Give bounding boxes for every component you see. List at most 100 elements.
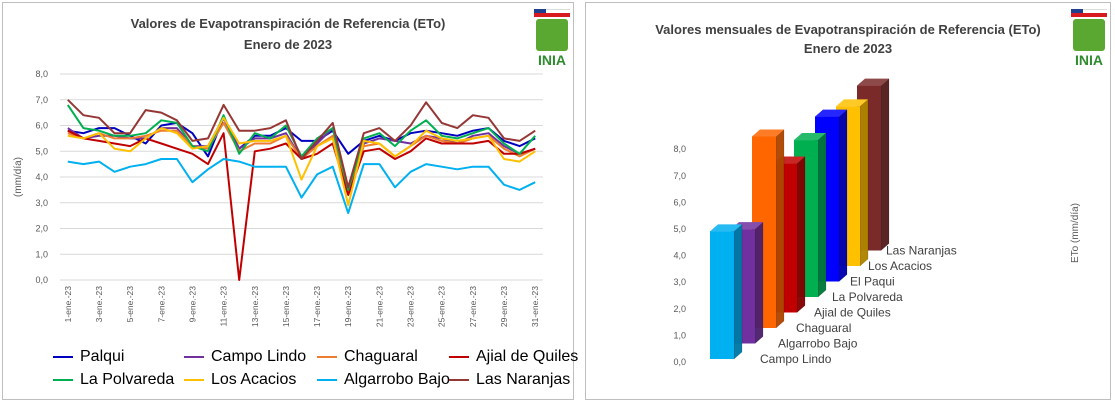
bar-side-shade xyxy=(860,99,868,267)
y-tick-label: 1,0 xyxy=(673,330,686,340)
y-tick-label: 3,0 xyxy=(673,277,686,287)
y-tick-label: 0,0 xyxy=(35,275,48,285)
bar-chart: 0,0 1,0 2,0 3,0 4,0 5,0 6,0 7,0 8,0 ETo (mm/día) C… xyxy=(673,78,1081,367)
x-tick-label: 3-ene.-23 xyxy=(94,286,104,323)
legend-label: Algarrobo Bajo xyxy=(344,371,450,388)
legend-label: Los Acacios xyxy=(211,371,297,388)
leaf-icon xyxy=(1073,19,1105,51)
category-label: Ajial de Quiles xyxy=(814,306,891,320)
y-axis-label: (mm/día) xyxy=(13,157,24,197)
legend-swatch xyxy=(317,379,337,381)
category-label: Los Acacios xyxy=(868,259,932,273)
legend-label: Palqui xyxy=(80,348,125,365)
inia-logo: INIA xyxy=(1071,9,1107,68)
y-tick-label: 8,0 xyxy=(673,144,686,154)
y-tick-label: 4,0 xyxy=(35,172,48,182)
y-axis-label: ETo (mm/día) xyxy=(1070,203,1081,263)
legend-label: La Polvareda xyxy=(80,371,175,388)
bar-front xyxy=(710,231,734,359)
bar-side-shade xyxy=(818,133,826,297)
category-label: Las Naranjas xyxy=(886,244,957,258)
category-label: Algarrobo Bajo xyxy=(778,337,858,351)
bar xyxy=(836,98,869,267)
legend-swatch xyxy=(317,356,337,358)
x-tick-label: 5-ene.-23 xyxy=(125,286,135,323)
x-tick-label: 13-ene.-23 xyxy=(250,286,260,327)
bar-chart-subtitle: Enero de 2023 xyxy=(803,41,893,56)
series-line xyxy=(67,158,536,215)
x-tick-label: 7-ene.-23 xyxy=(156,286,166,323)
bar-top xyxy=(857,78,889,86)
legend-label: Chaguaral xyxy=(344,348,418,365)
category-label: Campo Lindo xyxy=(760,352,832,366)
inia-logo-text: INIA xyxy=(538,52,566,68)
bar-chart-title: Valores mensuales de Evapotranspiración … xyxy=(655,22,1041,37)
line-chart: 0,0 1,0 2,0 3,0 4,0 5,0 6,0 7,0 8,0 (mm/día) 1-ene… xyxy=(13,69,543,327)
bar xyxy=(710,223,743,360)
line-chart-panel: Valores de Evapotranspiración de Referen… xyxy=(2,2,578,400)
y-tick-label: 7,0 xyxy=(673,171,686,181)
y-tick-label: 3,0 xyxy=(35,198,48,208)
legend-swatch xyxy=(449,356,469,358)
x-tick-label: 9-ene.-23 xyxy=(187,286,197,323)
category-label: El Paqui xyxy=(850,275,895,289)
x-tick-label: 15-ene.-23 xyxy=(281,286,291,327)
legend-swatch xyxy=(449,379,469,381)
inia-logo-text: INIA xyxy=(1075,52,1103,68)
series-line xyxy=(67,129,536,281)
legend-label: Las Naranjas xyxy=(476,371,571,388)
x-tick-label: 29-ene.-23 xyxy=(499,286,509,327)
bar-top xyxy=(710,224,742,232)
legend-swatch xyxy=(53,356,73,358)
legend-swatch xyxy=(53,379,73,381)
y-tick-label: 0,0 xyxy=(673,357,686,367)
bar-side-shade xyxy=(797,156,805,313)
y-tick-label: 4,0 xyxy=(673,251,686,261)
y-tick-label: 5,0 xyxy=(35,146,48,156)
bar-chart-panel: Valores mensuales de Evapotranspiración … xyxy=(585,2,1111,400)
y-tick-label: 2,0 xyxy=(35,224,48,234)
y-tick-label: 5,0 xyxy=(673,224,686,234)
bar-side-shade xyxy=(776,129,784,328)
x-tick-label: 1-ene.-23 xyxy=(63,286,73,323)
bar-side-shade xyxy=(839,109,847,282)
bar-top-shade xyxy=(710,224,742,232)
inia-logo: INIA xyxy=(534,9,570,68)
y-tick-label: 6,0 xyxy=(35,121,48,131)
x-tick-label: 27-ene.-23 xyxy=(468,286,478,327)
bar-side-shade xyxy=(881,78,889,251)
x-tick-label: 21-ene.-23 xyxy=(374,286,384,327)
legend-label: Ajial de Quiles xyxy=(476,348,579,365)
line-chart-title: Valores de Evapotranspiración de Referen… xyxy=(130,16,446,31)
bar-top xyxy=(752,129,784,137)
x-tick-label: 19-ene.-23 xyxy=(343,286,353,327)
bar-top-shade xyxy=(752,129,784,137)
x-tick-label: 25-ene.-23 xyxy=(437,286,447,327)
y-tick-label: 8,0 xyxy=(35,69,48,79)
bar xyxy=(752,128,785,329)
bar-top xyxy=(836,99,868,107)
bar-top-shade xyxy=(794,133,826,141)
line-chart-subtitle: Enero de 2023 xyxy=(243,37,333,52)
y-tick-label: 2,0 xyxy=(673,304,686,314)
x-tick-label: 31-ene.-23 xyxy=(530,286,540,327)
leaf-icon xyxy=(536,19,568,51)
bar-top-shade xyxy=(836,99,868,107)
category-label: Chaguaral xyxy=(796,321,851,335)
y-tick-label: 1,0 xyxy=(35,249,48,259)
bar-top xyxy=(815,109,847,117)
legend-swatch xyxy=(184,356,204,358)
category-label: La Polvareda xyxy=(832,290,903,304)
x-tick-label: 17-ene.-23 xyxy=(312,286,322,327)
legend-swatch xyxy=(184,379,204,381)
series-line xyxy=(67,99,536,189)
bar-side-shade xyxy=(755,222,763,344)
legend-label: Campo Lindo xyxy=(211,348,307,365)
x-tick-label: 23-ene.-23 xyxy=(406,286,416,327)
y-tick-label: 7,0 xyxy=(35,95,48,105)
bar-side-shade xyxy=(734,224,742,359)
bar-top-shade xyxy=(857,78,889,86)
x-tick-label: 11-ene.-23 xyxy=(219,286,229,327)
series-line xyxy=(67,116,536,207)
bar-top xyxy=(794,133,826,141)
